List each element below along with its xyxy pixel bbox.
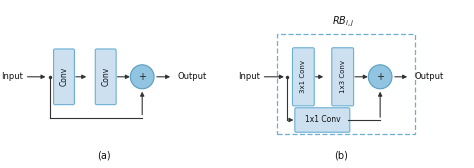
Text: Conv: Conv [101,67,110,86]
Ellipse shape [130,65,154,89]
Ellipse shape [368,65,392,89]
Text: Output: Output [177,72,207,81]
FancyBboxPatch shape [295,108,350,132]
FancyBboxPatch shape [332,48,354,106]
Text: $RB_{i,j}$: $RB_{i,j}$ [332,14,355,29]
FancyBboxPatch shape [54,49,74,105]
FancyBboxPatch shape [292,48,314,106]
Text: +: + [376,72,384,82]
Text: (a): (a) [98,151,111,161]
FancyBboxPatch shape [95,49,116,105]
Text: Input: Input [1,72,23,81]
Text: Output: Output [414,72,444,81]
Text: (b): (b) [334,151,348,161]
Text: +: + [138,72,146,82]
Text: 1x3 Conv: 1x3 Conv [340,60,346,93]
Text: Conv: Conv [60,67,68,86]
Text: 3x1 Conv: 3x1 Conv [301,60,306,93]
Text: 1x1 Conv: 1x1 Conv [304,116,340,124]
Text: Input: Input [238,72,260,81]
